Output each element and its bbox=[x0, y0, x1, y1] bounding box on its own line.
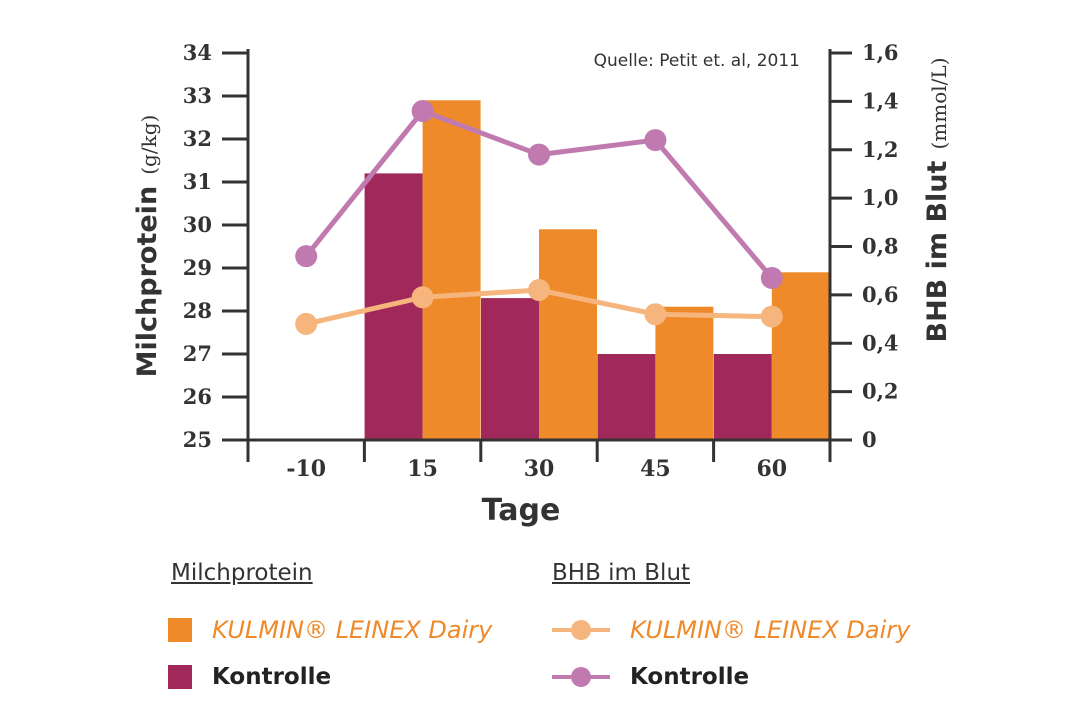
y-tick-left-label: 27 bbox=[183, 341, 212, 366]
legend-swatch-bar-kulmin bbox=[168, 618, 192, 642]
y-tick-right-label: 1,0 bbox=[862, 185, 899, 210]
bar-kulmin-30 bbox=[539, 229, 597, 440]
y-tick-left-label: 34 bbox=[183, 40, 212, 65]
point-kontrolle-30 bbox=[528, 143, 550, 166]
bar-kulmin-45 bbox=[655, 306, 714, 440]
source-note: Quelle: Petit et. al, 2011 bbox=[594, 51, 800, 71]
legend-item-line-kontrolle: Kontrolle bbox=[552, 664, 749, 690]
x-tick-label--10: -10 bbox=[286, 456, 326, 482]
point-kulmin-15 bbox=[411, 286, 434, 309]
y-axis-right-title-unit: (mmol/L) bbox=[927, 57, 951, 149]
y-tick-left-label: 30 bbox=[183, 212, 212, 237]
legend-label-line-kontrolle: Kontrolle bbox=[630, 664, 750, 690]
legend-label-line-kulmin: KULMIN® LEINEX Dairy bbox=[630, 616, 911, 644]
y-axis-left-title-unit: (g/kg) bbox=[137, 115, 161, 175]
x-tick-label-45: 45 bbox=[640, 456, 671, 482]
y-tick-left-label: 25 bbox=[183, 427, 212, 452]
legend-item-line-kulmin: KULMIN® LEINEX Dairy bbox=[552, 616, 910, 644]
y-axis-left-title-main: Milchprotein bbox=[132, 186, 163, 378]
legend-item-bar-kontrolle: Kontrolle bbox=[168, 664, 331, 690]
bar-kontrolle-60 bbox=[713, 354, 772, 440]
legend-item-bar-kulmin: KULMIN® LEINEX Dairy bbox=[168, 616, 492, 644]
y-tick-left-label: 29 bbox=[183, 255, 212, 280]
bar-kulmin-15 bbox=[422, 100, 481, 441]
point-kontrolle-45 bbox=[644, 129, 667, 152]
point-kulmin-60 bbox=[760, 305, 783, 328]
y-axis-right-title-main: BHB im Blut bbox=[922, 161, 953, 343]
legend-label-bar-kontrolle: Kontrolle bbox=[212, 664, 332, 690]
x-tick-label-60: 60 bbox=[756, 456, 787, 482]
y-tick-right-label: 1,4 bbox=[862, 88, 899, 113]
bar-kontrolle-30 bbox=[481, 298, 539, 440]
bar-kulmin-60 bbox=[771, 272, 830, 440]
y-tick-left-label: 32 bbox=[183, 126, 212, 151]
point-kulmin--10 bbox=[295, 312, 318, 335]
y-tick-right-label: 0,4 bbox=[862, 330, 899, 355]
legend-title-milchprotein: Milchprotein bbox=[171, 560, 313, 586]
legend-swatch-bar-kontrolle bbox=[168, 665, 192, 689]
point-kontrolle-15 bbox=[411, 100, 434, 123]
legend-title-bhb: BHB im Blut bbox=[552, 560, 691, 586]
y-tick-right-label: 0 bbox=[862, 427, 877, 452]
y-tick-left-label: 31 bbox=[183, 169, 212, 194]
y-tick-left-label: 26 bbox=[183, 384, 212, 409]
x-tick-label-30: 30 bbox=[524, 456, 555, 482]
y-tick-right-label: 0,2 bbox=[862, 379, 899, 404]
y-tick-right-label: 0,8 bbox=[862, 234, 899, 259]
point-kulmin-45 bbox=[644, 303, 667, 326]
y-tick-right-label: 1,2 bbox=[862, 137, 899, 162]
legend-swatch-line-kontrolle bbox=[552, 665, 610, 689]
y-axis-left-title: Milchprotein (g/kg) bbox=[132, 115, 163, 378]
point-kontrolle-60 bbox=[760, 266, 783, 289]
y-tick-right-label: 1,6 bbox=[862, 40, 899, 65]
point-kontrolle--10 bbox=[295, 245, 318, 268]
y-tick-right-label: 0,6 bbox=[862, 282, 899, 307]
point-kulmin-30 bbox=[528, 279, 550, 302]
x-tick-label-15: 15 bbox=[407, 456, 438, 482]
bar-kontrolle-45 bbox=[597, 354, 656, 440]
chart: 25 26 27 28 29 30 31 32 33 34 0 0,2 0,4 0,6 0,8 1,0 1,2 1… bbox=[132, 40, 953, 528]
legend-swatch-line-kulmin bbox=[552, 618, 610, 642]
y-axis-right-title: BHB im Blut (mmol/L) bbox=[922, 57, 953, 342]
x-axis-title: Tage bbox=[482, 493, 561, 528]
y-tick-left-label: 33 bbox=[183, 83, 212, 108]
legend-label-bar-kulmin: KULMIN® LEINEX Dairy bbox=[212, 616, 493, 644]
y-tick-left-label: 28 bbox=[183, 298, 212, 323]
